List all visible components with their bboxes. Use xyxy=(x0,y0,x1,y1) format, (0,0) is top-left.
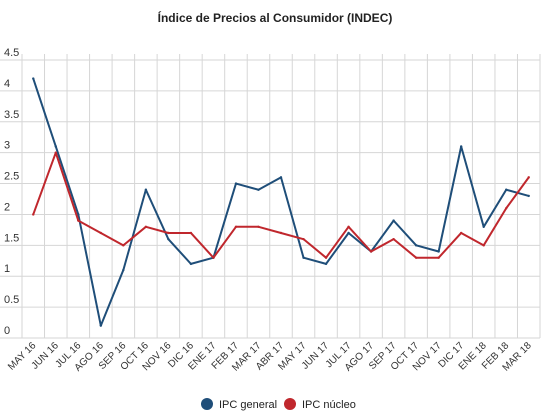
data-point xyxy=(32,77,35,80)
data-point xyxy=(212,256,215,259)
legend-label: IPC núcleo xyxy=(302,399,356,411)
y-tick-label: 4 xyxy=(4,78,10,90)
data-point xyxy=(482,225,485,228)
legend-label: IPC general xyxy=(219,399,277,411)
data-point xyxy=(505,207,508,210)
data-point xyxy=(77,219,80,222)
y-tick-label: 3.5 xyxy=(4,109,19,121)
data-point xyxy=(32,213,35,216)
chart-title: Índice de Precios al Consumidor (INDEC) xyxy=(158,10,393,25)
data-point xyxy=(234,225,238,228)
data-point xyxy=(302,237,305,241)
y-tick-label: 3 xyxy=(4,140,10,152)
data-point xyxy=(505,188,508,191)
grid-layer: 0 0.5 1 1.5 2 2.5 3 3.5 4 4.5 xyxy=(0,47,541,339)
data-point xyxy=(302,256,305,259)
data-point xyxy=(437,256,440,259)
data-point xyxy=(414,244,418,247)
y-tick-label: 4.5 xyxy=(4,47,19,59)
series-line-ipc-general xyxy=(32,78,530,327)
data-point xyxy=(347,225,350,228)
y-tick-label: 1.5 xyxy=(4,232,19,244)
data-point xyxy=(324,256,328,259)
data-point xyxy=(122,244,125,247)
y-tick-label: 0.5 xyxy=(4,294,19,306)
data-point xyxy=(189,231,193,235)
y-tick-label: 0 xyxy=(4,325,10,337)
data-point xyxy=(257,225,260,228)
data-point xyxy=(144,225,148,228)
y-tick-label: 2 xyxy=(4,201,10,213)
data-point xyxy=(234,182,238,185)
data-point xyxy=(347,231,350,235)
data-point xyxy=(459,145,463,148)
data-point xyxy=(482,244,485,247)
data-point xyxy=(414,256,418,259)
data-point xyxy=(392,237,395,241)
data-point xyxy=(527,194,530,198)
data-point xyxy=(189,262,193,266)
data-point xyxy=(54,145,57,148)
y-tick-label: 1 xyxy=(4,263,10,275)
legend-marker xyxy=(284,398,296,410)
series-line-ipc-nucleo xyxy=(32,151,530,259)
data-point xyxy=(369,250,373,253)
data-point xyxy=(527,176,530,179)
data-point xyxy=(99,324,103,327)
data-point xyxy=(144,188,148,191)
data-point xyxy=(257,188,260,191)
data-point xyxy=(54,151,57,154)
data-point xyxy=(122,268,125,272)
data-point xyxy=(167,231,170,235)
data-point xyxy=(77,213,80,216)
data-point xyxy=(279,231,283,235)
data-point xyxy=(279,176,283,179)
data-point xyxy=(99,231,103,235)
legend-marker xyxy=(201,398,213,410)
legend: IPC general IPC núcleo xyxy=(201,398,356,411)
data-point xyxy=(392,219,395,222)
data-point xyxy=(437,250,440,253)
data-point xyxy=(167,237,170,241)
series-layer xyxy=(32,77,530,327)
data-point xyxy=(324,262,328,266)
data-point xyxy=(459,231,463,235)
y-tick-label: 2.5 xyxy=(4,171,19,183)
